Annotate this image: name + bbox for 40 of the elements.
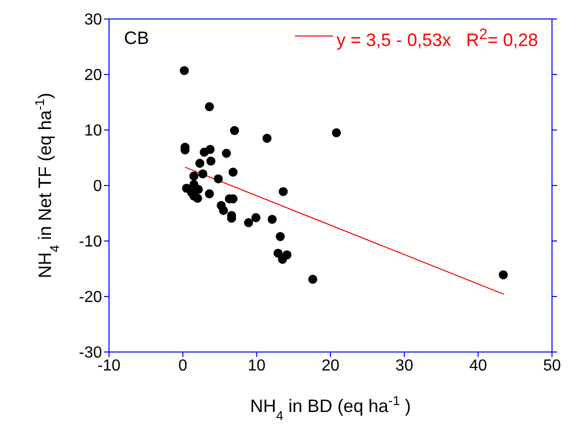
legend-label: y = 3,5 - 0,53x R$^{2}$= 0,28 [336, 26, 538, 50]
x-tick-label: 20 [322, 357, 340, 374]
point [193, 194, 202, 203]
point [244, 218, 254, 228]
point [276, 232, 285, 242]
y-tick-label: -20 [78, 289, 102, 306]
annotation: CB [124, 28, 150, 48]
y-tick-label: 10 [84, 122, 102, 140]
point [195, 158, 204, 168]
point [214, 174, 223, 184]
y-tick-label: -10 [78, 234, 102, 251]
x-tick-label: 30 [395, 357, 414, 374]
x-tick-label: 0 [178, 357, 188, 374]
point [222, 148, 231, 158]
y-tick-label: 20 [84, 67, 102, 84]
point [206, 156, 216, 166]
point [274, 248, 283, 258]
x-axis-title: NH$_{4}$ in BD (eq ha$^{-1}$ ) [250, 392, 411, 422]
point [251, 213, 260, 222]
point [308, 274, 318, 284]
point [218, 206, 228, 215]
point [498, 270, 508, 280]
point [206, 144, 215, 154]
point [204, 102, 214, 112]
point [262, 134, 272, 143]
point [230, 126, 240, 136]
point [332, 128, 341, 138]
point [180, 66, 189, 76]
y-tick-label: 30 [84, 12, 102, 29]
point [268, 214, 277, 224]
point [198, 169, 208, 178]
point [282, 250, 292, 260]
point [228, 168, 238, 177]
point [204, 189, 214, 198]
point [278, 187, 288, 196]
y-tick-label: 0 [93, 178, 102, 196]
point [189, 172, 198, 181]
x-tick-label: 40 [469, 357, 488, 374]
x-tick-label: 50 [543, 357, 561, 374]
x-tick-label: 10 [248, 357, 266, 374]
